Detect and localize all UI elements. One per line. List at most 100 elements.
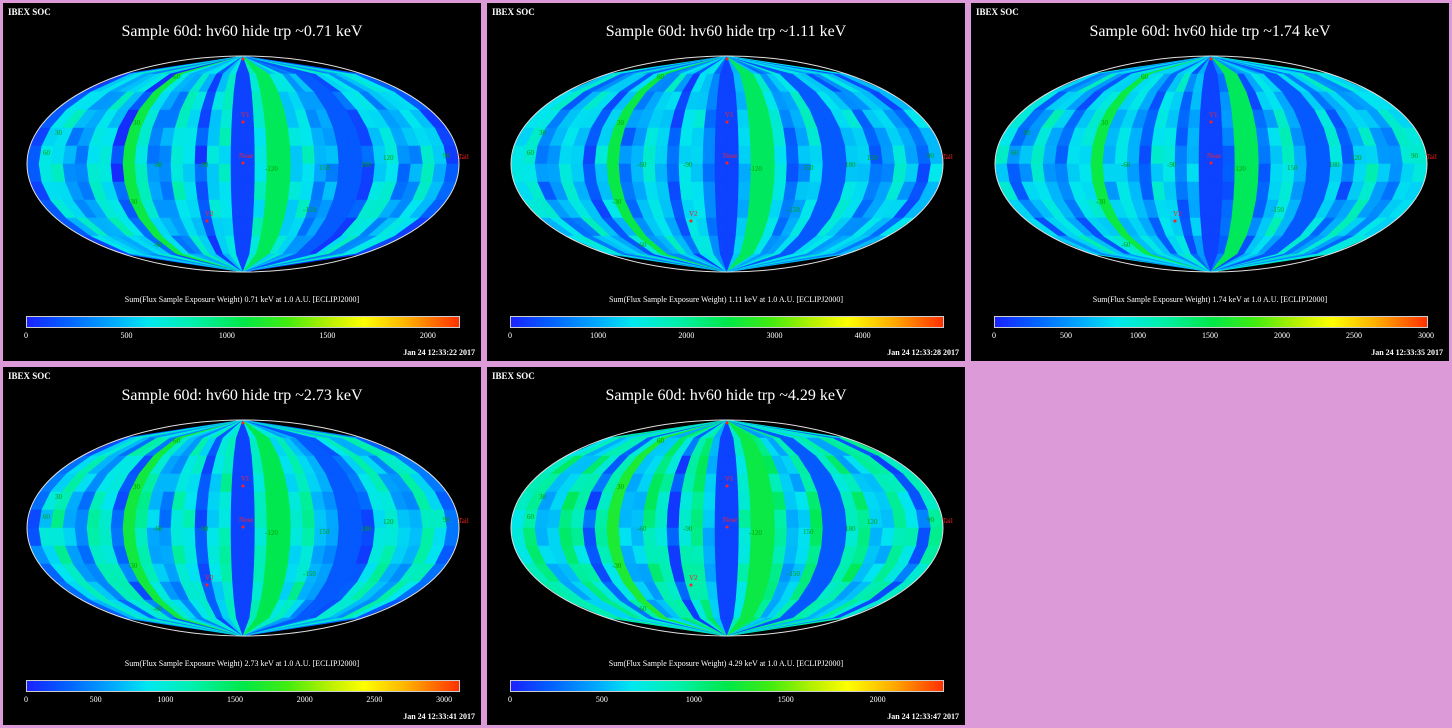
sky-map-pixels — [27, 420, 459, 636]
sky-map-pixel — [1210, 91, 1222, 111]
sky-map-pixel — [1198, 127, 1212, 147]
sky-map-pixel — [716, 455, 728, 475]
grid-label: -150 — [303, 206, 316, 214]
sky-map-pixel — [618, 163, 633, 183]
grid-label: 120 — [383, 518, 394, 526]
sky-map-pixel — [183, 491, 199, 511]
sky-map-pixel — [762, 509, 776, 529]
sky-map-pixel — [654, 527, 669, 547]
sky-map-pixel — [1210, 127, 1224, 147]
sky-map-pixel — [1102, 163, 1117, 183]
sky-map-pixel — [278, 145, 292, 165]
sky-map-pixel — [134, 509, 149, 529]
colorbar-ticks: 0 1000 2000 3000 4000 — [508, 331, 942, 343]
sky-map-pixel — [704, 473, 717, 493]
colorbar-tick-label: 500 — [89, 695, 102, 704]
sky-map-pixel — [98, 163, 114, 183]
sky-map-pixel — [290, 527, 304, 547]
sky-map-pixel — [1175, 127, 1189, 147]
sky-map-pixel — [265, 127, 279, 147]
grid-label: 120 — [1351, 154, 1362, 162]
sky-map-pixel — [704, 563, 717, 583]
sky-map-pixel — [1078, 145, 1094, 165]
sky-map-pixel — [242, 217, 254, 237]
sky-map-pixel — [594, 145, 610, 165]
sky-map-pixel — [582, 527, 598, 547]
sky-map-pixel — [606, 509, 621, 529]
grid-label: 30 — [133, 483, 141, 491]
sky-map-pixel — [726, 455, 738, 475]
sky-map-pixel — [750, 145, 764, 165]
sky-map-pixel — [582, 509, 598, 529]
sky-map-pixel — [666, 527, 680, 547]
v2-marker — [689, 583, 693, 587]
grid-label: 150 — [803, 528, 814, 536]
colorbar — [510, 316, 944, 328]
sky-map-pixel — [703, 181, 716, 201]
colorbar-tick-label: 3000 — [1418, 331, 1434, 340]
sky-map-pixel — [1150, 163, 1164, 183]
sky-map-pixel — [183, 181, 199, 201]
grid-label: 60 — [43, 149, 51, 157]
nose-label: Nose — [723, 516, 737, 524]
sky-map-pixel — [1210, 199, 1223, 219]
sky-map-pixel — [654, 163, 669, 183]
sky-map-pixel — [726, 527, 740, 547]
v2-marker — [205, 219, 209, 223]
sky-map-pixel — [703, 127, 716, 147]
sky-map-pixel — [618, 509, 633, 529]
sky-map-pixel — [690, 163, 704, 183]
panel-header-label: IBEX SOC — [8, 371, 51, 381]
sky-map-pixel — [231, 563, 244, 583]
sky-map-pixel — [1305, 163, 1320, 183]
nose-marker — [1209, 161, 1213, 165]
sky-map-pixel — [1200, 217, 1212, 237]
nose-label: Nose — [239, 152, 253, 160]
sky-map-panel-1: IBEX SOC Sample 60d: hv60 hide trp ~0.71… — [3, 3, 481, 361]
grid-label: -150 — [303, 570, 316, 578]
sky-map-pixel — [182, 509, 196, 529]
grid-label: 150 — [319, 528, 330, 536]
colorbar-ticks: 0 500 1000 1500 2000 2500 3000 — [24, 695, 458, 707]
sky-map-pixel — [1222, 181, 1235, 201]
sky-map-pixel — [1411, 145, 1427, 165]
sky-map-pixel — [785, 163, 800, 183]
sky-map-pixel — [716, 581, 728, 601]
colorbar-tick-label: 1000 — [157, 695, 174, 704]
grid-label: 90 — [927, 516, 935, 524]
sky-map-pixel — [254, 181, 267, 201]
grid-label: 60 — [173, 73, 181, 81]
grid-label: 60 — [1141, 73, 1149, 81]
sky-map-pixel — [762, 527, 776, 547]
sky-map-panel-2: IBEX SOC Sample 60d: hv60 hide trp ~1.11… — [487, 3, 965, 361]
sky-map-pixel — [218, 509, 232, 529]
sky-map-pixel — [666, 163, 680, 183]
sky-map-pixel — [183, 545, 199, 565]
grid-label: -90 — [199, 525, 209, 533]
sky-map-pixel — [170, 527, 185, 547]
grid-label: -60 — [637, 525, 647, 533]
mollweide-sky-map: 60 30 -90 -60 -120 150 180 -150 120 90 -30 -60 60 30 V… — [510, 55, 953, 273]
sky-map-pixel — [254, 145, 268, 165]
v2-label: V2 — [689, 574, 698, 582]
sky-map-pixel — [325, 145, 340, 165]
panel-title: Sample 60d: hv60 hide trp ~0.71 keV — [121, 23, 363, 40]
sky-map-pixel — [254, 545, 267, 565]
v1-label: V1 — [241, 111, 250, 119]
sky-map-pixel — [207, 181, 221, 201]
sky-map-pixel — [266, 145, 280, 165]
grid-label: 30 — [617, 119, 625, 127]
sky-map-pixel — [666, 509, 680, 529]
v1-marker — [241, 484, 245, 488]
sky-map-pixel — [667, 181, 683, 201]
sky-map-pixel — [679, 181, 694, 201]
sky-map-pixel — [313, 145, 328, 165]
sky-map-pixel — [594, 509, 610, 529]
sky-map-pixel — [1233, 181, 1247, 201]
sky-map-pixel — [726, 127, 740, 147]
sky-map-pixel — [702, 145, 716, 165]
sky-map-pixel — [301, 145, 316, 165]
sky-map-pixel — [691, 491, 705, 511]
sky-map-pixel — [134, 145, 149, 165]
